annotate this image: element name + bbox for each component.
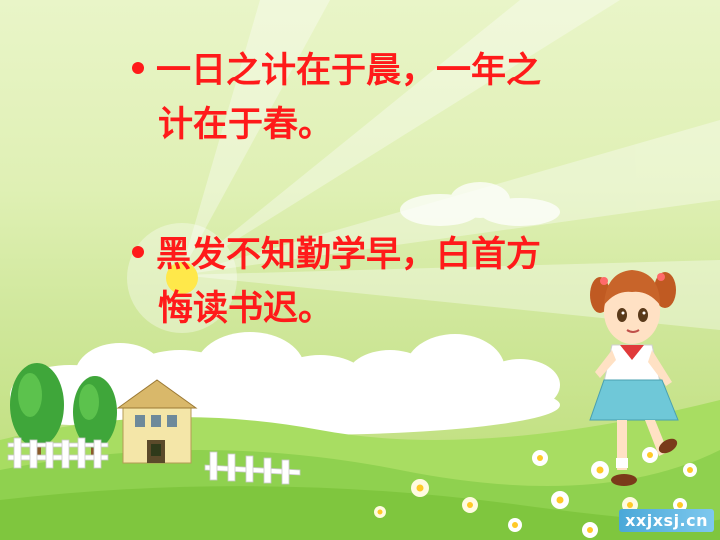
bullet-dot-icon xyxy=(132,246,144,258)
bullet-line: 悔读书迟。 xyxy=(158,289,334,329)
bullet-item-1: 一日之计在于晨，一年之 计在于春。 xyxy=(132,44,652,152)
tree-icon xyxy=(73,376,117,460)
fence-icon xyxy=(204,451,301,485)
girl-illustration xyxy=(589,270,679,486)
bullet-text: 黑发不知勤学早，白首方 xyxy=(156,235,542,275)
bullet-line: 计在于春。 xyxy=(158,105,334,145)
sun-icon xyxy=(127,223,237,333)
bullet-line: 一日之计在于晨，一年之 xyxy=(132,44,652,98)
flower-icon xyxy=(374,447,697,538)
house-icon xyxy=(116,379,198,464)
watermark: xxjxsj.cn xyxy=(619,509,714,532)
hill-highlight xyxy=(0,486,720,540)
bullet-item-2: 黑发不知勤学早，白首方 悔读书迟。 xyxy=(132,228,652,336)
cloud-icon xyxy=(400,182,560,226)
bullet-text: 一日之计在于晨，一年之 xyxy=(156,51,542,91)
fence-icon xyxy=(7,437,109,469)
bullet-dot-icon xyxy=(132,62,144,74)
bullet-line: 黑发不知勤学早，白首方 xyxy=(132,228,652,282)
